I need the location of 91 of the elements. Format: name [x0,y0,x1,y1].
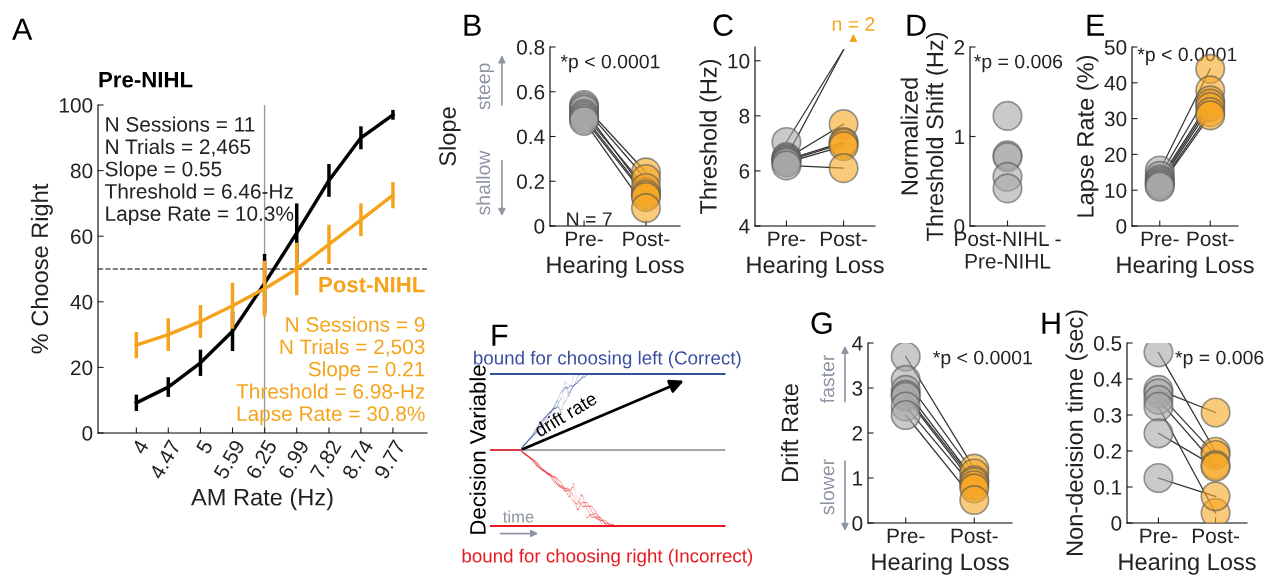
annotation: *p = 0.006 [1175,350,1264,369]
series-label: Post-NIHL [319,276,425,293]
y-tick-label: 20 [71,360,93,376]
annotation: Lapse Rate = 30.8% [237,406,425,426]
y-tick-label: 8 [739,108,750,124]
x-tick-label: Post- [820,231,867,247]
text: shallow [475,150,491,215]
y-tick-label: 0.2 [516,174,545,189]
y-tick-label: 0.3 [1093,408,1122,423]
y-tick-label: 1 [853,471,863,486]
annotation: Threshold = 6.98-Hz [236,383,425,399]
text: steep [477,63,495,110]
y-tick-label: 10 [728,53,750,69]
x-axis-title: Hearing Loss [547,255,684,278]
annotation: Slope = 0.55 [105,161,222,181]
annotation: N Trials = 2,465 [106,138,251,157]
chart-title: H [1042,312,1060,334]
y-tick-label: 50 [1104,40,1127,55]
y-tick-label: 0.8 [516,40,545,55]
text: faster [820,355,835,404]
annotation: Lapse Rate = 10.3% [106,206,294,226]
y-tick-label: 40 [70,294,93,310]
text: n = 2 [832,17,875,31]
y-axis-title: Non-decision time (sec) [1065,310,1088,556]
text: F [492,324,508,346]
x-tick-label: Pre- [566,231,603,247]
annotation: *p < 0.0001 [1137,47,1237,66]
y-tick-label: 100 [59,98,93,113]
annotation: Threshold = 6.46-Hz [105,183,293,199]
y-tick-label: 4 [852,336,863,351]
x-axis-title: Hearing Loss [1119,552,1256,575]
chart-title: E [1087,14,1105,36]
text: bound for choosing right (Incorrect) [462,548,753,567]
y-axis-title: Slope [438,107,461,166]
y-tick-label: 40 [1104,75,1127,91]
y-tick-label: 2 [852,426,863,441]
annotation: *p = 0.006 [974,54,1063,73]
x-tick-label: Post- [1192,528,1239,544]
y-tick-label: 60 [71,229,93,244]
y-tick-label: 30 [1104,111,1127,127]
annotation: *p < 0.0001 [933,350,1032,369]
annotation: Slope = 0.21 [308,361,425,381]
annotation: N Sessions = 9 [286,316,425,332]
text: slower [820,459,835,515]
annotation: N Trials = 2,503 [280,338,425,357]
x-tick-label: Pre- [887,528,925,544]
y-tick-label: 6 [739,163,750,179]
y-tick-label: 0.5 [1093,336,1122,351]
y-axis-title: Drift Rate [780,384,799,481]
chart-title: A [12,18,33,40]
x-tick-label: Pre- [768,231,806,247]
y-axis-title: Lapse Rate (%) [1076,55,1099,217]
chart-title: B [464,14,481,36]
text: Pre-NIHL [99,71,193,88]
y-tick-label: 0 [1111,516,1122,531]
x-axis-title: Hearing Loss [1117,255,1254,278]
x-axis-title: AM Rate (Hz) [191,488,333,511]
x-tick-label: 4 [131,438,150,456]
y-tick-label: 1 [955,129,965,145]
y-tick-label: 0.4 [1093,372,1122,387]
y-tick-label: 0.4 [516,129,545,145]
y-tick-label: 20 [1105,147,1127,163]
x-tick-label: Pre- [1141,231,1179,247]
y-tick-label: 4 [739,219,750,234]
x-tick-label: 5 [195,439,214,455]
annotation: N Sessions = 11 [106,116,255,132]
y-tick-label: 3 [852,381,863,396]
x-tick-label: Pre- [1140,528,1178,544]
y-axis-title: Threshold (Hz) [699,59,722,215]
y-tick-label: 0.1 [1093,480,1122,495]
annotation: *p < 0.0001 [560,54,660,73]
y-tick-label: 0.6 [516,84,545,100]
x-axis-title: Hearing Loss [747,255,884,278]
y-tick-label: 0 [534,219,545,234]
annotation: N = 7 [567,212,612,226]
text: drift rate [533,391,598,438]
y-tick-label: 0 [852,516,863,531]
y-tick-label: 0.2 [1093,444,1122,459]
text: time [503,510,534,523]
y-tick-label: 0 [82,426,93,441]
y-tick-label: 80 [70,163,93,179]
x-tick-label: Post- [951,528,998,544]
x-axis-title: Hearing Loss [872,552,1009,575]
chart-title: C [713,14,733,36]
y-tick-label: 10 [1105,183,1127,198]
chart-title: G [811,312,832,334]
x-tick-label: Post- [623,231,670,247]
y-axis-title: % Choose Right [30,183,53,354]
y-tick-label: 2 [954,40,965,55]
x-tick-label: Post- [1187,231,1234,247]
y-tick-label: 0 [1116,219,1127,234]
